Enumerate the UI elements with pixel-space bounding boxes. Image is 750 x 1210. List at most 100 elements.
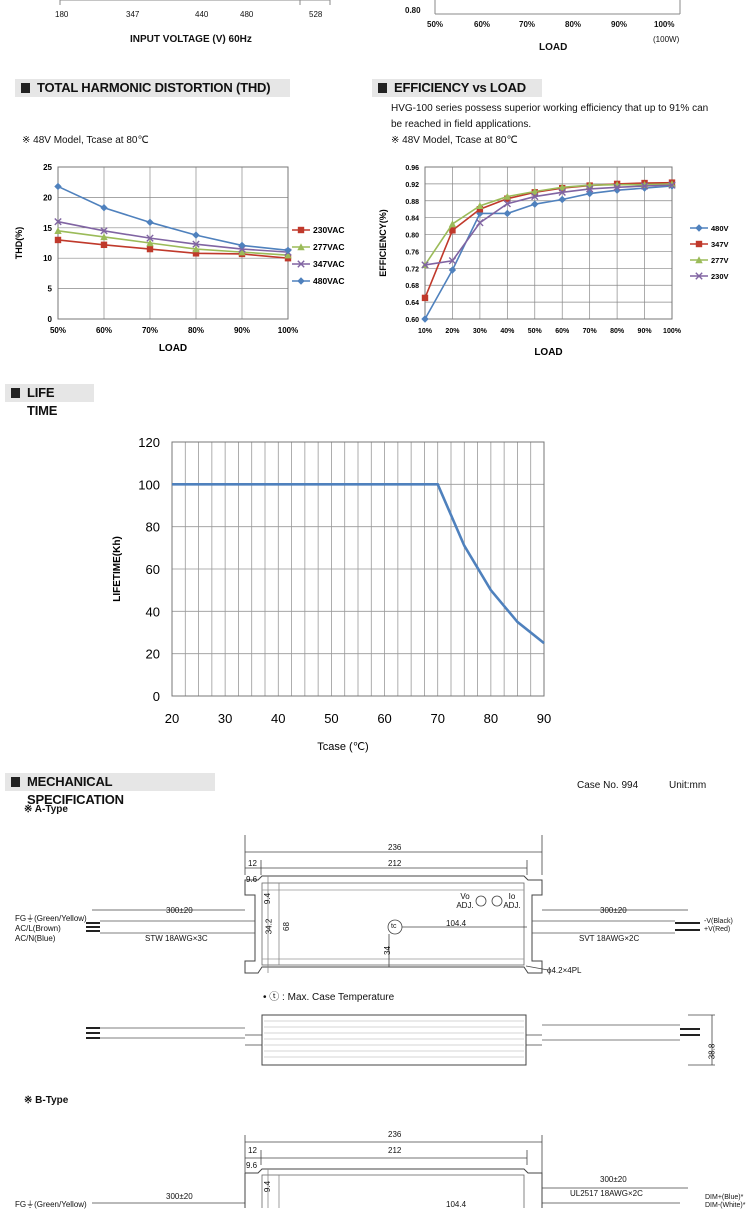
data-point-480vac — [238, 241, 246, 250]
legend-label-230v: 230V — [711, 272, 729, 281]
series-line-277vac — [57, 230, 289, 256]
b-type-drawing — [92, 1135, 688, 1208]
data-point-480vac — [100, 204, 108, 212]
y-tick-label: 0.96 — [405, 165, 419, 172]
legend-marker-347v — [695, 240, 703, 248]
data-point-480v — [421, 315, 429, 323]
input-tick-1: 180 — [55, 10, 69, 19]
x-tick-label: 80% — [610, 328, 625, 335]
legend-label-230vac: 230VAC — [313, 225, 345, 235]
load-axis-label: LOAD — [539, 42, 568, 53]
data-point-230v — [503, 200, 512, 208]
x-tick-label: 70 — [430, 711, 444, 726]
mount-hole-label: ϕ4.2×4PL — [547, 966, 582, 975]
legend-marker-230vac — [297, 226, 305, 234]
dim-38-8: 38.8 — [707, 1043, 717, 1060]
input-tick-2: 347 — [126, 10, 140, 19]
data-point-347v — [449, 227, 456, 234]
thd-note: ※ 48V Model, Tcase at 80℃ — [22, 135, 149, 146]
dim-34-a: 34 — [382, 946, 392, 955]
x-tick-label: 70% — [583, 328, 598, 335]
dim-9-6-b: 9.6 — [246, 1161, 258, 1170]
data-point-230v — [585, 185, 594, 193]
dim-212-a: 212 — [388, 859, 402, 868]
legend-marker-480v — [695, 224, 703, 232]
legend-marker-277vac — [297, 243, 305, 251]
eff-desc-line1: HVG-100 series possess superior working … — [391, 103, 709, 114]
load-tick-2: 60% — [474, 20, 491, 29]
load-note: (100W) — [653, 35, 680, 44]
y-axis-label: LIFETIME(Kh) — [112, 536, 123, 602]
data-point-480v — [531, 200, 539, 208]
input-voltage-label: INPUT VOLTAGE (V) 60Hz — [130, 34, 252, 45]
eff-desc-line2: be reached in field applications. — [391, 119, 532, 130]
data-point-230vac — [146, 245, 154, 253]
legend-marker-480vac — [297, 277, 305, 285]
y-tick-label: 120 — [138, 435, 160, 450]
io-adj-label: Io ADJ. — [503, 892, 521, 910]
data-point-277v — [503, 192, 512, 200]
data-point-277vac — [284, 251, 292, 259]
data-point-277vac — [238, 248, 246, 256]
data-point-277v — [476, 202, 484, 210]
wire-acl-a: AC/L(Brown) — [15, 924, 61, 933]
x-tick-label: 80 — [484, 711, 498, 726]
a-type-label: ※ A-Type — [24, 804, 68, 815]
section-header-efficiency: EFFICIENCY vs LOAD — [372, 79, 542, 97]
load-tick-1: 50% — [427, 20, 444, 29]
data-point-277vac — [54, 227, 62, 235]
data-point-277v — [558, 183, 566, 191]
legend-marker-277v — [695, 256, 703, 264]
x-tick-label: 50 — [324, 711, 338, 726]
case-number: Case No. 994 — [577, 780, 639, 791]
load-tick-6: 100% — [654, 20, 675, 29]
x-tick-label: 50% — [528, 328, 543, 335]
x-tick-label: 60% — [555, 328, 570, 335]
b-type-label: ※ B-Type — [24, 1095, 69, 1106]
x-tick-label: 100% — [663, 328, 682, 335]
x-tick-label: 40 — [271, 711, 285, 726]
wire-fg-b: FG⏚(Green/Yellow) — [15, 1200, 87, 1209]
dim-236-a: 236 — [388, 843, 402, 852]
data-point-230vac — [100, 241, 108, 249]
y-tick-label: 0.64 — [405, 300, 419, 307]
data-point-480vac — [192, 231, 200, 239]
dim-34-2-a: 34.2 — [264, 918, 274, 935]
data-point-230v — [448, 257, 457, 265]
data-point-480vac — [146, 218, 154, 227]
y-tick-label: 0 — [153, 689, 160, 704]
load-y-tick: 0.80 — [405, 6, 421, 15]
data-point-480v — [503, 209, 512, 218]
dim-300-right-b: 300±20 — [600, 1175, 627, 1184]
unit-label: Unit:mm — [669, 780, 707, 791]
y-tick-label: 80 — [146, 520, 160, 535]
wire-neg-a: -V(Black) — [704, 918, 733, 925]
wire-pos-a: +V(Red) — [704, 926, 731, 933]
x-tick-label: 90 — [537, 711, 551, 726]
section-thd-title: TOTAL HARMONIC DISTORTION (THD) — [37, 80, 271, 95]
data-point-480v — [448, 266, 457, 274]
plot-frame — [171, 441, 545, 697]
data-point-277vac — [192, 245, 200, 253]
y-tick-label: 0.80 — [405, 233, 419, 240]
x-tick-label: 90% — [638, 328, 653, 335]
a-type-drawing — [86, 835, 715, 1066]
eff-note: ※ 48V Model, Tcase at 80℃ — [391, 135, 518, 146]
wire-dim-pos-b: DIM+(Blue)* — [705, 1194, 744, 1201]
dim-9-4-a: 9.4 — [263, 892, 273, 905]
x-tick-label: 90% — [234, 326, 250, 335]
vo-adj-label: Vo ADJ. — [456, 892, 474, 910]
wire-dim-neg-b: DIM-(White)* — [705, 1202, 746, 1209]
section-eff-title: EFFICIENCY vs LOAD — [394, 80, 526, 95]
section-life-title: LIFE TIME — [27, 385, 58, 418]
x-tick-label: 60% — [96, 326, 112, 335]
input-tick-4: 480 — [240, 10, 254, 19]
data-point-230v — [558, 188, 566, 197]
data-point-347vac — [192, 240, 200, 248]
legend-marker-347vac — [297, 260, 305, 268]
y-tick-label: 40 — [146, 604, 160, 619]
x-tick-label: 50% — [50, 326, 66, 335]
y-tick-label: 0.76 — [405, 249, 419, 256]
data-point-230v — [668, 181, 676, 189]
series-line-230vac — [57, 239, 289, 259]
